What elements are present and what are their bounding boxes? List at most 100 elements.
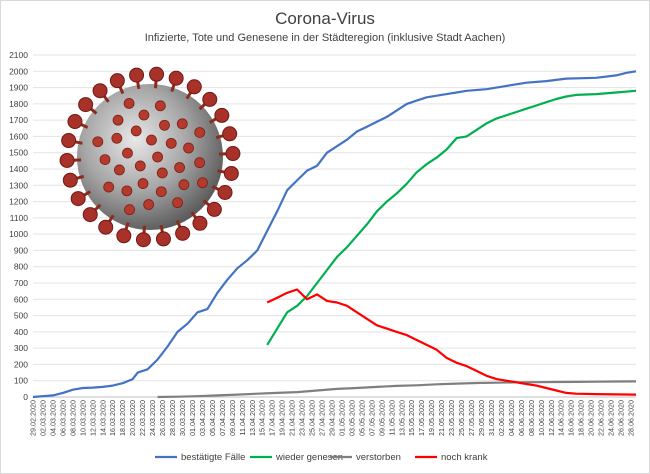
virus-surface-spike: [194, 157, 206, 169]
virus-spike-head: [67, 114, 83, 130]
x-tick-label: 06.03.2020: [58, 400, 67, 436]
virus-spike-head: [202, 91, 218, 107]
virus-spike-head: [129, 67, 145, 83]
x-tick-label: 26.06.2020: [617, 400, 626, 436]
x-tick-label: 14.03.2020: [98, 400, 107, 436]
virus-surface-spike: [156, 167, 168, 179]
virus-spike-head: [62, 172, 78, 188]
series-layer: [32, 70, 637, 399]
virus-spike-head: [82, 207, 98, 223]
x-tick-label: 28.03.2020: [168, 400, 177, 436]
x-tick-label: 23.05.2020: [447, 400, 456, 436]
chart-title: Corona-Virus: [275, 9, 375, 28]
y-tick-label: 2100: [9, 50, 28, 60]
virus-spike-head: [116, 228, 132, 244]
x-tick-label: 14.06.2020: [557, 400, 566, 436]
y-tick-label: 1800: [9, 99, 28, 109]
x-tick-label: 01.04.2020: [188, 400, 197, 436]
x-tick-label: 26.03.2020: [158, 400, 167, 436]
x-tick-label: 19.04.2020: [278, 400, 287, 436]
x-tick-label: 02.06.2020: [497, 400, 506, 436]
x-tick-label: 16.03.2020: [108, 400, 117, 436]
x-tick-label: 05.04.2020: [208, 400, 217, 436]
y-axis: 0 100 200 300 400 500 600 700 800 900 1000 1100 1200…: [9, 50, 28, 402]
x-tick-label: 16.06.2020: [567, 400, 576, 436]
y-tick-label: 1400: [9, 164, 28, 174]
legend-label: verstorben: [356, 452, 401, 463]
virus-surface-spike: [174, 162, 185, 173]
virus-spike-head: [222, 126, 238, 142]
legend-label: bestätigte Fälle: [181, 452, 245, 463]
chart-subtitle: Infizierte, Tote und Genesene in der Stä…: [145, 32, 506, 44]
x-tick-label: 29.04.2020: [328, 400, 337, 436]
x-tick-label: 11.04.2020: [238, 400, 247, 435]
x-tick-label: 08.03.2020: [68, 400, 77, 436]
x-tick-label: 24.06.2020: [607, 400, 616, 436]
virus-surface-spike: [172, 197, 183, 209]
virus-image: [59, 66, 241, 248]
x-tick-label: 31.05.2020: [487, 400, 496, 436]
virus-spike-head: [92, 83, 108, 99]
legend-label: noch krank: [441, 452, 488, 463]
x-tick-label: 05.05.2020: [357, 400, 366, 436]
virus-spike-head: [168, 70, 184, 86]
x-tick-label: 03.05.2020: [347, 400, 356, 436]
virus-surface-spike: [134, 160, 146, 172]
x-tick-label: 04.03.2020: [48, 400, 57, 436]
virus-surface-spike: [143, 199, 155, 210]
x-tick-label: 02.03.2020: [38, 400, 47, 436]
y-tick-label: 1900: [9, 83, 28, 93]
x-tick-label: 07.04.2020: [218, 400, 227, 436]
virus-spike-head: [186, 79, 202, 95]
virus-surface-spike: [194, 127, 206, 138]
virus-spike-head: [135, 232, 151, 248]
x-tick-label: 04.06.2020: [507, 400, 516, 436]
x-tick-label: 09.04.2020: [228, 400, 237, 436]
virus-surface-spike: [112, 114, 124, 126]
y-tick-label: 100: [14, 376, 28, 386]
virus-surface-spike: [124, 204, 135, 216]
y-tick-label: 200: [14, 359, 28, 369]
x-tick-label: 30.03.2020: [178, 400, 187, 436]
y-tick-label: 2000: [9, 66, 28, 76]
x-tick-label: 28.06.2020: [627, 400, 636, 436]
y-tick-label: 500: [14, 311, 28, 321]
x-tick-label: 21.04.2020: [288, 400, 297, 436]
x-tick-label: 29.05.2020: [477, 400, 486, 436]
virus-spike-head: [109, 73, 125, 89]
virus-surface-spike: [197, 177, 208, 189]
virus-spike-head: [214, 107, 230, 123]
virus-surface-spike: [176, 118, 188, 130]
x-tick-label: 11.05.2020: [387, 400, 396, 435]
x-tick-label: 08.06.2020: [527, 400, 536, 436]
legend: bestätigte Fälle wieder genesen verstorben…: [155, 452, 488, 463]
y-tick-label: 1300: [9, 180, 28, 190]
y-tick-label: 800: [14, 262, 28, 272]
virus-surface-spike: [155, 186, 167, 198]
virus-spike-head: [78, 97, 94, 113]
virus-surface-spike: [165, 137, 177, 149]
x-tick-label: 10.06.2020: [537, 400, 546, 436]
virus-surface-spike: [138, 109, 150, 121]
x-tick-label: 10.03.2020: [78, 400, 87, 436]
virus-spike-head: [175, 225, 191, 241]
x-tick-label: 21.05.2020: [437, 400, 446, 436]
virus-spike-head: [70, 191, 86, 207]
series-line: [157, 380, 637, 399]
x-tick-label: 13.04.2020: [248, 400, 257, 436]
x-tick-label: 17.05.2020: [417, 400, 426, 436]
x-tick-label: 24.03.2020: [148, 400, 157, 436]
virus-spike-head: [225, 146, 241, 162]
virus-surface-spike: [183, 142, 194, 154]
virus-surface-spike: [137, 178, 149, 189]
y-tick-label: 900: [14, 245, 28, 255]
series-line: [32, 70, 637, 399]
x-tick-label: 01.05.2020: [337, 400, 346, 436]
y-tick-label: 400: [14, 327, 28, 337]
virus-surface-spike: [159, 119, 170, 131]
y-tick-label: 1000: [9, 229, 28, 239]
x-tick-label: 12.03.2020: [88, 400, 97, 436]
y-tick-label: 1500: [9, 148, 28, 158]
